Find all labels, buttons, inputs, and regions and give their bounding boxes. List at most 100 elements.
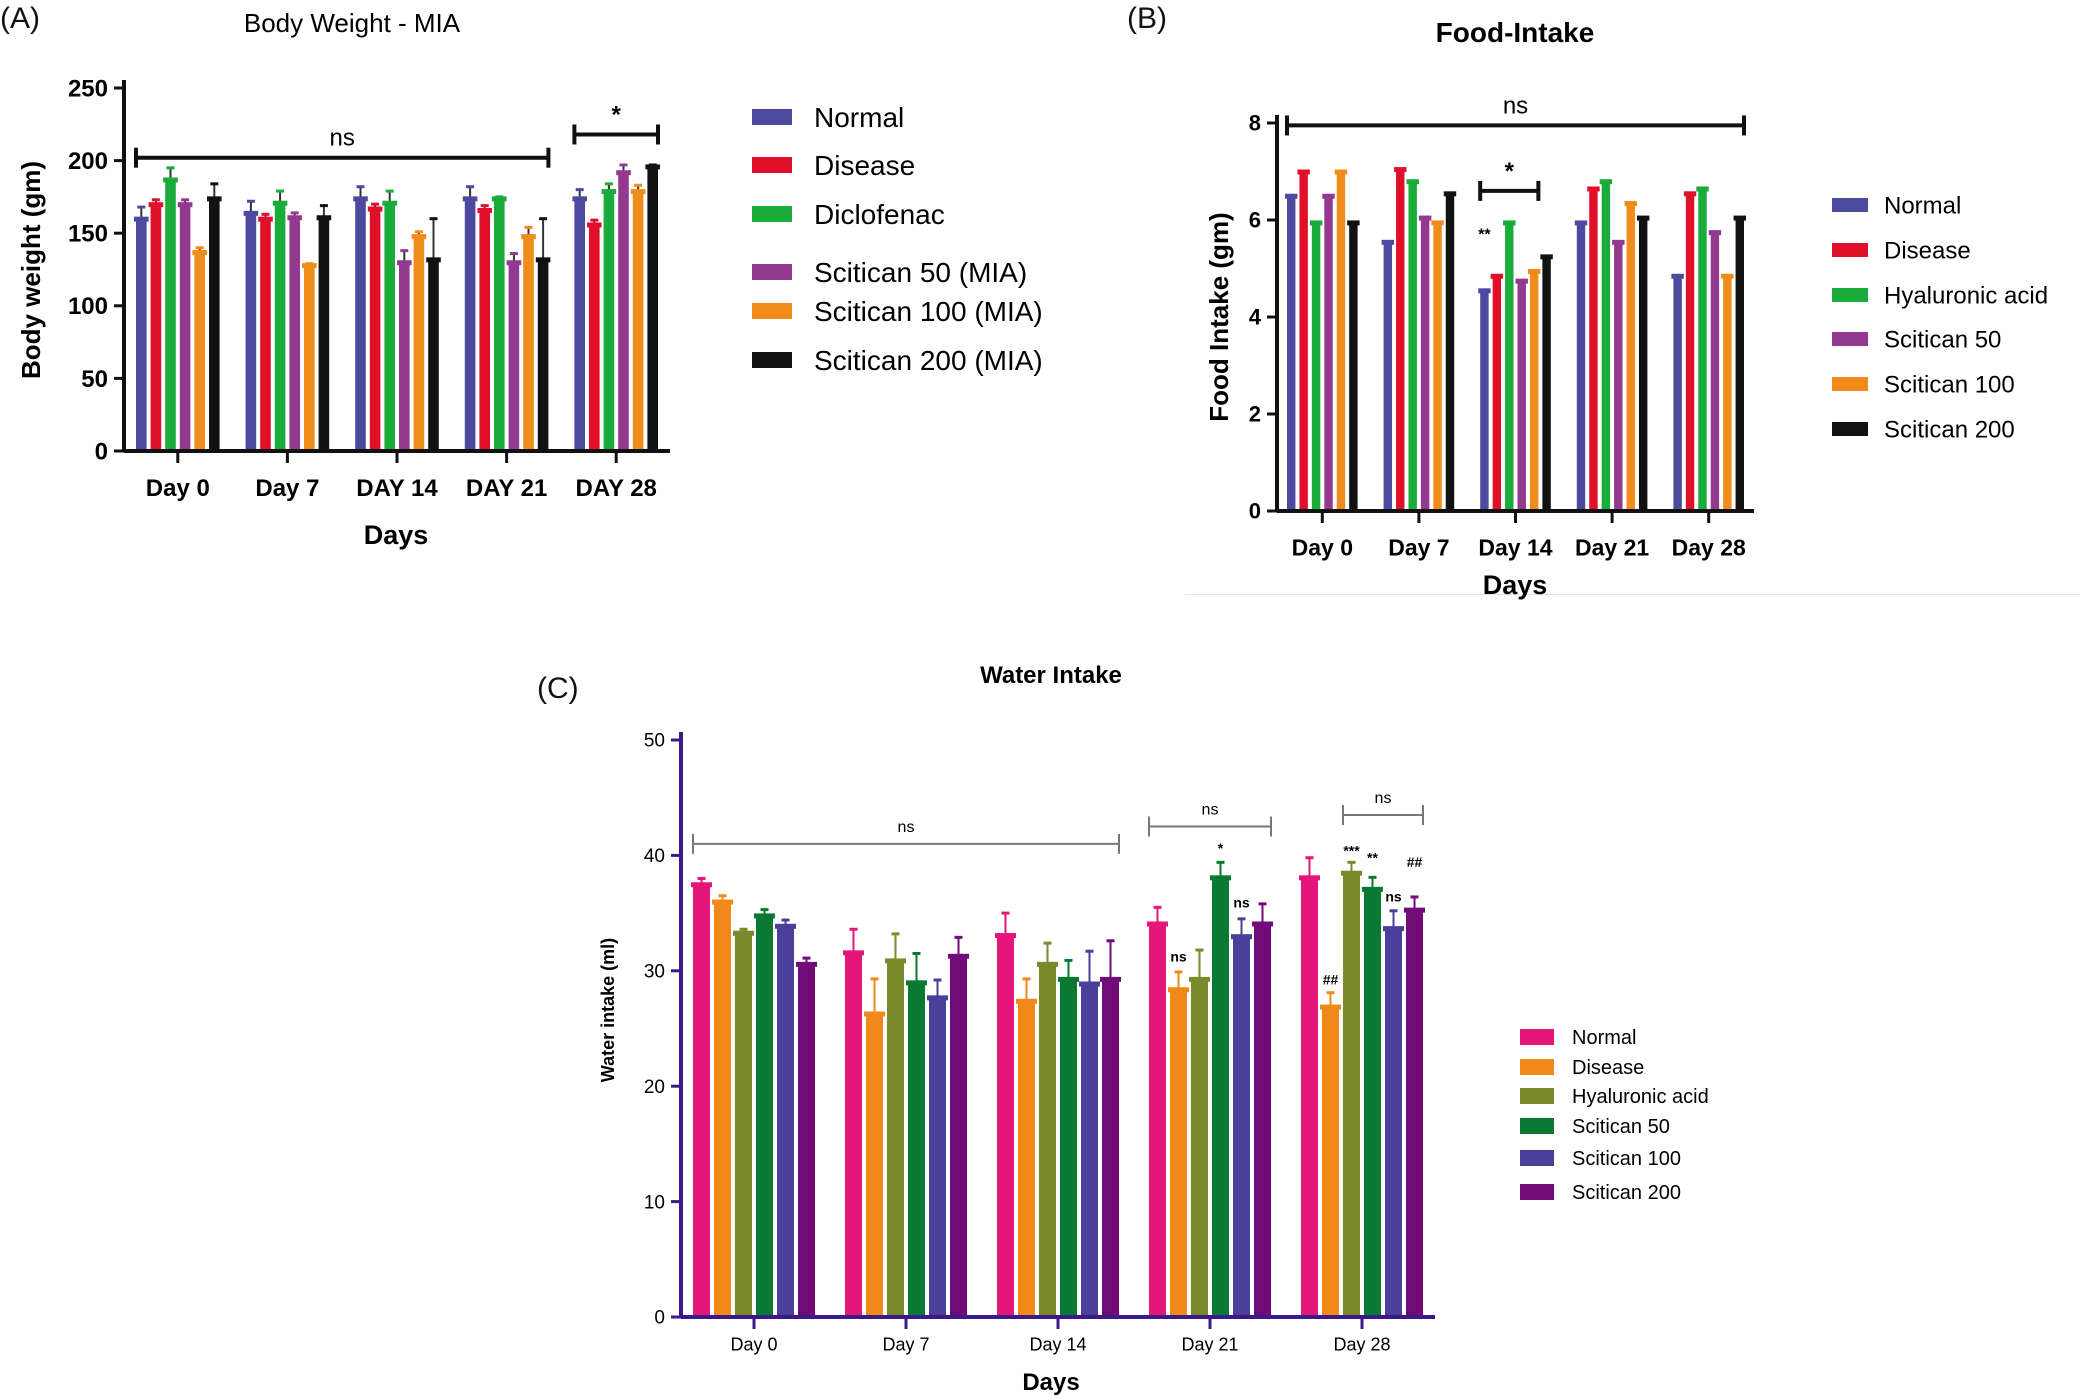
y-tick-label: 50	[81, 366, 108, 393]
bar	[150, 204, 162, 451]
x-tick-label: Day 0	[146, 475, 210, 502]
bar-cap	[1058, 976, 1079, 982]
bar-cap	[1527, 268, 1541, 274]
bar	[428, 259, 439, 451]
bar-cap	[1285, 193, 1298, 199]
bar	[1673, 275, 1682, 511]
bar-cap	[1599, 179, 1613, 185]
significance-label: *	[1505, 158, 1515, 185]
panel-label-b: (B)	[1127, 2, 1167, 35]
bar-cap	[207, 196, 222, 202]
bar	[1601, 181, 1611, 511]
bar-cap	[1322, 193, 1335, 199]
bar-cap	[733, 930, 754, 936]
bar	[1299, 171, 1308, 511]
legend-swatch	[1832, 332, 1868, 346]
bar-cap	[864, 1011, 885, 1017]
legend-swatch	[1832, 288, 1868, 302]
bar	[494, 198, 505, 451]
bar	[464, 198, 476, 451]
bar-cap	[1168, 987, 1189, 993]
bar-cap	[927, 995, 948, 1001]
bar-cap	[426, 257, 441, 263]
chart-title: Water Intake	[980, 662, 1122, 689]
bar	[574, 198, 585, 451]
bar	[1322, 1006, 1339, 1317]
y-tick-label: 20	[644, 1077, 665, 1098]
legend-swatch	[1832, 243, 1868, 257]
significance-marker: ***	[1343, 842, 1360, 858]
bar	[318, 217, 330, 451]
bar-cap	[316, 215, 332, 221]
legend-label: Scitican 100	[1884, 371, 2015, 398]
legend-label: Scitican 50 (MIA)	[814, 257, 1027, 288]
bar-cap	[353, 196, 368, 202]
bar	[479, 209, 490, 451]
legend-label: Disease	[1884, 237, 1971, 264]
legend-swatch	[1520, 1118, 1554, 1134]
bar	[777, 925, 794, 1317]
y-tick-label: 8	[1249, 111, 1261, 136]
bar	[1589, 188, 1598, 511]
x-tick-label: Day 7	[1388, 534, 1449, 560]
legend-label: Normal	[814, 102, 904, 133]
bar-cap	[411, 234, 427, 240]
legend-label: Scitican 100 (MIA)	[814, 296, 1043, 327]
bar	[384, 202, 395, 451]
panel-label-a: (A)	[0, 2, 40, 35]
y-axis-label: Body weight (gm)	[16, 161, 46, 379]
legend-swatch	[752, 303, 792, 319]
bar-cap	[1696, 186, 1709, 192]
bar	[1396, 169, 1405, 511]
legend-swatch	[1520, 1184, 1554, 1200]
divider	[1185, 594, 2080, 595]
bar-cap	[397, 260, 412, 266]
bar-cap	[1612, 239, 1625, 245]
y-tick-label: 4	[1249, 305, 1262, 330]
bar	[1170, 989, 1187, 1317]
bar	[887, 960, 904, 1317]
bar-cap	[1297, 169, 1310, 175]
bar-cap	[462, 196, 478, 202]
bar	[1287, 195, 1296, 511]
bar	[1638, 217, 1648, 511]
bar-cap	[1624, 201, 1637, 207]
bar	[714, 901, 731, 1317]
significance-label: *	[612, 101, 622, 128]
bar	[1542, 256, 1551, 511]
bar	[136, 218, 147, 451]
bar	[289, 217, 300, 451]
bar-cap	[1341, 870, 1362, 876]
y-tick-label: 2	[1249, 402, 1261, 427]
bar	[1406, 909, 1423, 1317]
bar	[1385, 928, 1402, 1317]
y-tick-label: 6	[1249, 208, 1261, 233]
significance-label: ns	[1503, 92, 1528, 119]
y-axis-label: Food Intake (gm)	[1204, 212, 1234, 421]
bar	[950, 955, 967, 1317]
bar-cap	[272, 200, 288, 206]
legend-swatch	[1520, 1059, 1554, 1075]
bar-cap	[572, 196, 587, 202]
legend-swatch	[1520, 1029, 1554, 1045]
significance-label: ns	[330, 125, 355, 152]
bar	[1480, 290, 1489, 511]
bar	[1614, 241, 1623, 511]
chart-title: Body Weight - MIA	[244, 8, 461, 38]
bar-cap	[1671, 273, 1684, 279]
bar-cap	[1431, 220, 1444, 226]
bar-cap	[258, 216, 273, 222]
x-tick-label: Day 7	[255, 475, 319, 502]
bar-cap	[1515, 278, 1528, 284]
bar	[1039, 963, 1056, 1317]
legend-swatch	[1520, 1088, 1554, 1104]
bar	[1336, 171, 1346, 511]
legend-label: Disease	[814, 150, 915, 181]
significance-label: ns	[898, 819, 915, 836]
y-tick-label: 40	[644, 846, 665, 867]
bar-cap	[843, 950, 864, 956]
bar	[355, 198, 366, 451]
bar	[1492, 275, 1502, 511]
significance-marker: ns	[1233, 894, 1250, 910]
y-tick-label: 50	[644, 731, 665, 752]
